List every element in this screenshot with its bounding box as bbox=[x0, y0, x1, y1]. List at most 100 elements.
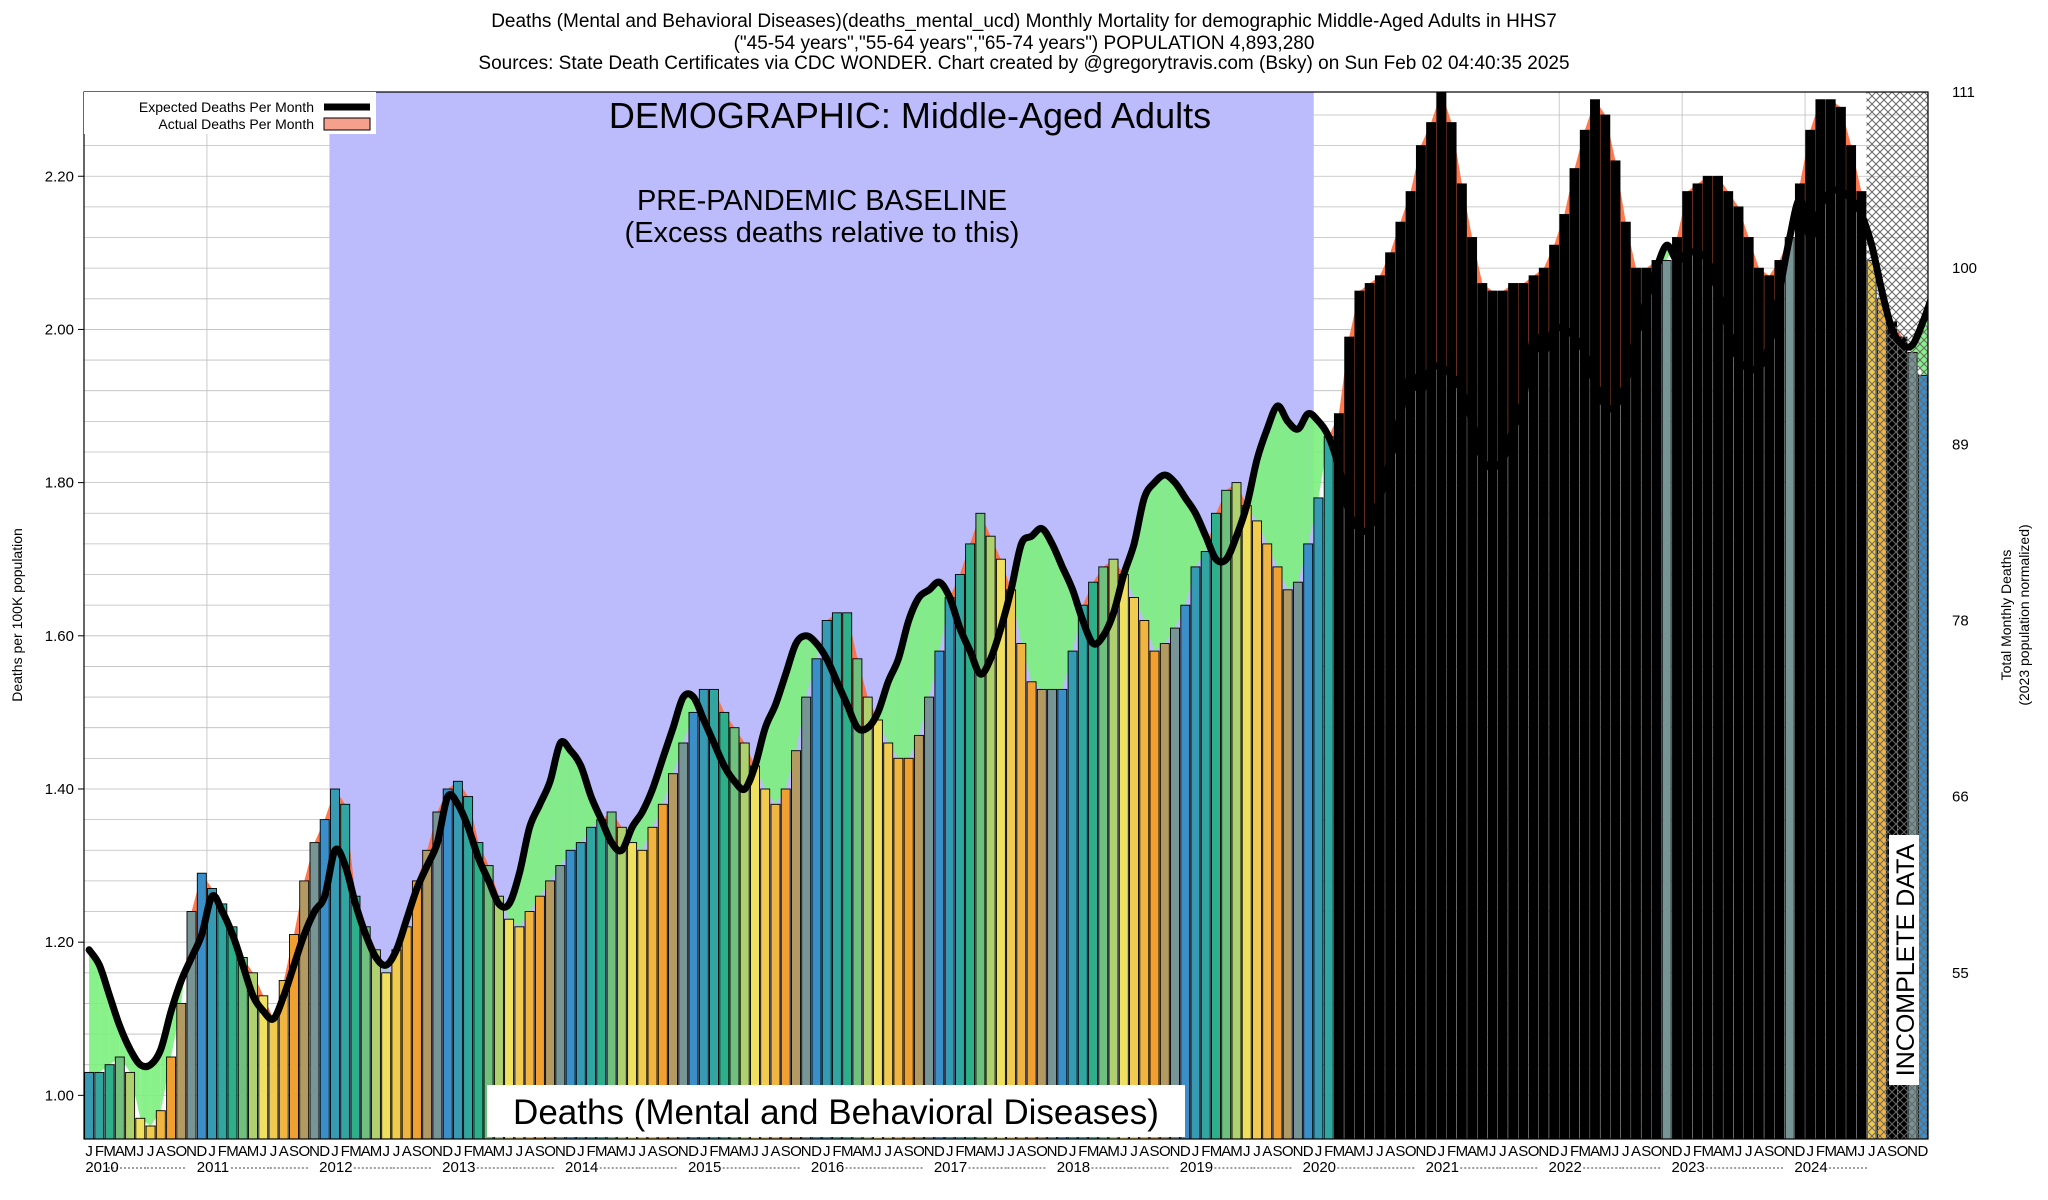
bar-2010-11 bbox=[186, 911, 197, 1139]
x-month-label: D bbox=[1549, 1143, 1560, 1160]
bar-2017-1 bbox=[944, 597, 955, 1139]
x-year-label: 2018 bbox=[1057, 1159, 1090, 1176]
x-month-label: F bbox=[1078, 1143, 1087, 1160]
x-month-label: D bbox=[196, 1143, 207, 1160]
x-year-label: 2014 bbox=[565, 1159, 598, 1176]
x-month-label: J bbox=[208, 1143, 216, 1160]
x-month-label: A bbox=[115, 1143, 125, 1160]
x-month-label: D bbox=[1794, 1143, 1805, 1160]
incomplete-data-label: INCOMPLETE DATA bbox=[1892, 843, 1920, 1076]
bar-2024-6 bbox=[1856, 191, 1867, 1139]
x-month-label: M bbox=[349, 1143, 362, 1160]
x-month-label: A bbox=[852, 1143, 862, 1160]
x-month-label: J bbox=[700, 1143, 708, 1160]
x-month-label: D bbox=[442, 1143, 453, 1160]
bar-2015-8 bbox=[770, 803, 781, 1139]
deficit-fill bbox=[1052, 543, 1063, 690]
x-month-label: N bbox=[1907, 1143, 1918, 1160]
bar-2013-9 bbox=[534, 895, 545, 1139]
x-month-label: J bbox=[85, 1143, 93, 1160]
deficit-fill bbox=[1298, 413, 1309, 583]
x-month-label: A bbox=[1877, 1143, 1887, 1160]
bar-2014-9 bbox=[657, 803, 668, 1139]
x-month-label: N bbox=[678, 1143, 689, 1160]
legend-actual-label: Actual Deaths Per Month bbox=[158, 116, 314, 132]
bar-2021-4 bbox=[1467, 237, 1478, 1139]
x-month-label: F bbox=[341, 1143, 350, 1160]
bar-2022-6 bbox=[1610, 160, 1621, 1139]
y-tick-label: 2.20 bbox=[45, 168, 74, 185]
x-month-label: N bbox=[555, 1143, 566, 1160]
bar-2012-2 bbox=[340, 803, 351, 1139]
y2-tick-label: 78 bbox=[1952, 612, 1969, 629]
bar-2015-6 bbox=[750, 765, 760, 1139]
bar-2022-8 bbox=[1631, 267, 1641, 1139]
bar-undefined-3 bbox=[1949, 398, 1958, 1139]
deficit-fill bbox=[796, 635, 807, 751]
bar-2020-3 bbox=[1333, 413, 1344, 1139]
x-year-label: 2011 bbox=[197, 1159, 229, 1176]
y2-axis-ticks: 111 100 89 78 66 55 bbox=[1952, 84, 1977, 982]
bar-2016-1 bbox=[821, 620, 832, 1139]
deficit-fill bbox=[560, 743, 571, 866]
bar-2015-12 bbox=[811, 658, 822, 1139]
bar-2012-4 bbox=[360, 926, 371, 1139]
bar-2023-11 bbox=[1784, 237, 1795, 1139]
x-month-label: S bbox=[1395, 1143, 1405, 1160]
bar-2020-12 bbox=[1426, 122, 1437, 1139]
x-month-label: S bbox=[1027, 1143, 1037, 1160]
x-month-label: M bbox=[1722, 1143, 1735, 1160]
bar-2011-9 bbox=[289, 934, 299, 1139]
bar-2013-5 bbox=[493, 895, 504, 1139]
x-month-label: S bbox=[1641, 1143, 1651, 1160]
bar-2012-9 bbox=[411, 880, 422, 1139]
x-month-label: F bbox=[832, 1143, 841, 1160]
deficit-fill bbox=[1933, 238, 1943, 391]
x-month-label: A bbox=[402, 1143, 412, 1160]
x-month-label: M bbox=[841, 1143, 854, 1160]
x-month-label: F bbox=[95, 1143, 104, 1160]
bar-2019-7 bbox=[1252, 520, 1262, 1139]
x-month-label: J bbox=[577, 1143, 585, 1160]
bar-2016-12 bbox=[934, 650, 945, 1139]
x-month-label: M bbox=[739, 1143, 752, 1160]
bar-2020-10 bbox=[1405, 191, 1416, 1139]
bar-2018-11 bbox=[1170, 627, 1180, 1139]
bar-2013-6 bbox=[504, 918, 515, 1139]
x-month-label: N bbox=[1170, 1143, 1181, 1160]
deficit-fill bbox=[908, 597, 919, 759]
x-month-label: N bbox=[186, 1143, 197, 1160]
x-month-label: M bbox=[247, 1143, 260, 1160]
bar-2023-12 bbox=[1794, 183, 1805, 1139]
x-month-label: A bbox=[607, 1143, 617, 1160]
x-month-label: S bbox=[166, 1143, 176, 1160]
bar-2017-11 bbox=[1047, 688, 1058, 1139]
bar-2012-8 bbox=[401, 926, 412, 1139]
bar-2024-1 bbox=[1805, 129, 1816, 1139]
bar-2021-11 bbox=[1538, 267, 1549, 1139]
x-month-label: A bbox=[1713, 1143, 1723, 1160]
bar-2010-3 bbox=[104, 1064, 115, 1139]
bar-2019-11 bbox=[1292, 581, 1303, 1139]
y-tick-label: 1.20 bbox=[45, 934, 74, 951]
bar-2022-12 bbox=[1672, 237, 1682, 1139]
bar-2019-8 bbox=[1262, 543, 1273, 1139]
bar-2021-10 bbox=[1528, 275, 1539, 1139]
baseline-sublabel: (Excess deaths relative to this) bbox=[625, 217, 1020, 249]
x-month-label: F bbox=[709, 1143, 718, 1160]
bar-2021-5 bbox=[1477, 283, 1488, 1139]
y2-tick-label: 89 bbox=[1952, 436, 1969, 453]
bar-2021-3 bbox=[1456, 183, 1467, 1139]
x-year-label: 2020 bbox=[1303, 1159, 1336, 1176]
bar-2018-12 bbox=[1180, 604, 1191, 1139]
x-month-label: F bbox=[955, 1143, 964, 1160]
x-month-label: S bbox=[535, 1143, 545, 1160]
bar-2019-3 bbox=[1211, 512, 1221, 1139]
legend-expected-label: Expected Deaths Per Month bbox=[139, 99, 314, 115]
bar-2019-10 bbox=[1282, 589, 1293, 1139]
x-month-label: J bbox=[762, 1143, 770, 1160]
bar-2022-3 bbox=[1579, 129, 1590, 1139]
x-month-label: J bbox=[1612, 1143, 1620, 1160]
bar-2023-7 bbox=[1743, 237, 1754, 1139]
x-month-label: N bbox=[1661, 1143, 1672, 1160]
